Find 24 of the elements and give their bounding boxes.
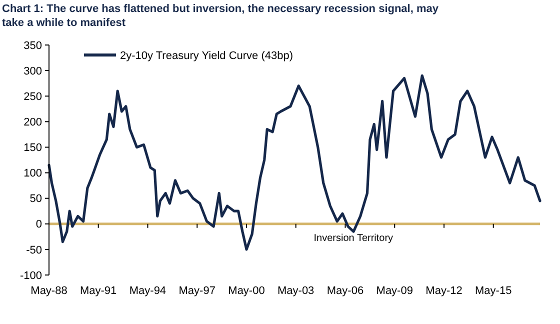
annotation: Inversion Territory [314,232,394,244]
x-tick-label: May-88 [30,285,68,297]
y-tick-label: 50 [30,193,42,206]
x-tick-label: May-97 [178,285,216,297]
x-tick-label: May-00 [228,285,265,297]
x-tick-label: May-15 [475,285,512,297]
y-tick-label: -100 [20,270,42,282]
y-tick-label: -50 [26,244,42,256]
chart-title: Chart 1: The curve has flattened but inversion, the necessary recession signal, may take a while to manifest [2,3,440,29]
x-tick-label: May-94 [129,285,166,297]
x-tick-label: May-91 [80,285,117,297]
x-tick-label: May-12 [426,285,462,297]
y-tick-label: 250 [24,90,42,103]
y-tick-label: 100 [24,168,42,180]
y-tick-label: 0 [36,218,42,231]
x-tick-label: May-06 [326,285,364,297]
x-tick-label: May-03 [278,285,314,297]
x-tick-label: May-09 [376,285,413,297]
y-tick-label: 300 [24,65,42,78]
y-tick-label: 150 [24,142,42,154]
y-tick-label: 200 [24,116,42,129]
y-tick-label: 350 [24,40,42,52]
legend-label: 2y-10y Treasury Yield Curve (43bp) [120,50,294,62]
line-series [48,74,542,251]
